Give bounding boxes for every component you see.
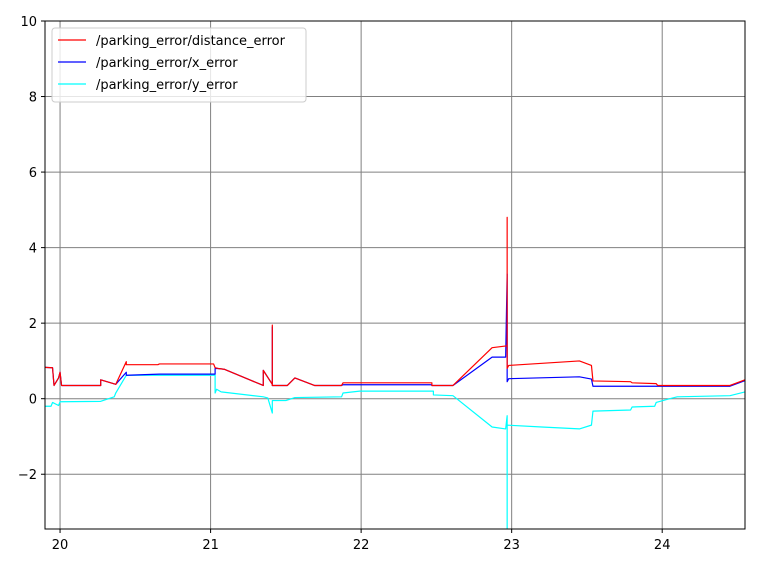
series-line-2 [45, 374, 745, 529]
legend: /parking_error/distance_error/parking_er… [51, 27, 307, 103]
y-tick-label: 2 [29, 317, 37, 332]
y-tick-label: 10 [20, 15, 37, 30]
legend-label-1: /parking_error/x_error [96, 56, 238, 71]
y-tick-label: 0 [29, 393, 37, 408]
x-tick-label: 20 [52, 538, 69, 553]
series-lines [45, 216, 745, 529]
legend-label-2: /parking_error/y_error [96, 78, 238, 93]
x-tick-label: 23 [503, 538, 520, 553]
grid [45, 20, 745, 529]
legend-box [51, 27, 307, 103]
y-tick-label: 8 [29, 91, 37, 106]
x-tick-label: 21 [202, 538, 219, 553]
series-line-0 [45, 216, 745, 387]
legend-label-0: /parking_error/distance_error [96, 34, 286, 49]
axes-frame [44, 20, 746, 530]
x-tick-label: 22 [353, 538, 370, 553]
y-tick-label: −2 [18, 468, 37, 483]
y-tick-label: 4 [29, 242, 37, 257]
y-tick-label: 6 [29, 166, 37, 181]
x-tick-label: 24 [654, 538, 671, 553]
